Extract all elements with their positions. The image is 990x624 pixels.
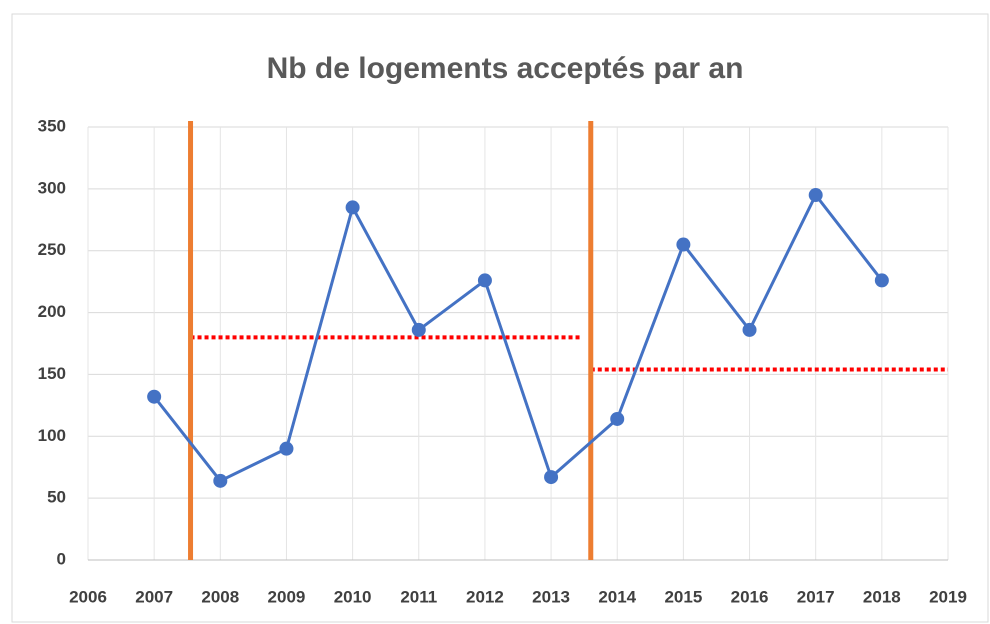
x-tick-label: 2015 [664, 587, 702, 606]
y-tick-label: 50 [47, 488, 66, 507]
x-tick-label: 2009 [268, 587, 306, 606]
marker [279, 441, 294, 456]
x-tick-label: 2014 [598, 587, 636, 606]
y-tick-label: 200 [38, 302, 66, 321]
chart-title: Nb de logements acceptés par an [267, 52, 744, 85]
y-tick-label: 300 [38, 178, 66, 197]
marker [676, 237, 691, 252]
x-tick-label: 2016 [731, 587, 769, 606]
line [152, 192, 884, 483]
x-tick-label: 2008 [201, 587, 239, 606]
chart-frame [11, 13, 989, 623]
y-tick-label: 0 [57, 549, 66, 568]
x-tick-label: 2006 [69, 587, 107, 606]
marker [742, 322, 757, 337]
x-tick-label: 2017 [797, 587, 835, 606]
x-tick-label: 2011 [400, 587, 437, 606]
marker [345, 200, 360, 215]
marker [874, 273, 889, 288]
marker [544, 470, 559, 485]
x-tick-label: 2018 [863, 587, 901, 606]
y-tick-label: 100 [38, 426, 66, 445]
x-tick-label: 2019 [929, 587, 967, 606]
marker [808, 188, 823, 203]
y-tick-label: 250 [38, 240, 66, 259]
x-tick-label: 2007 [135, 587, 173, 606]
marker [411, 322, 426, 337]
y-tick-label: 350 [38, 116, 66, 135]
marker [213, 473, 228, 488]
x-tick-label: 2012 [466, 587, 504, 606]
marker [610, 411, 625, 426]
x-tick-label: 2010 [334, 587, 372, 606]
x-tick-label: 2013 [532, 587, 570, 606]
y-tick-label: 150 [38, 364, 66, 383]
marker [477, 273, 492, 288]
marker [147, 389, 162, 404]
